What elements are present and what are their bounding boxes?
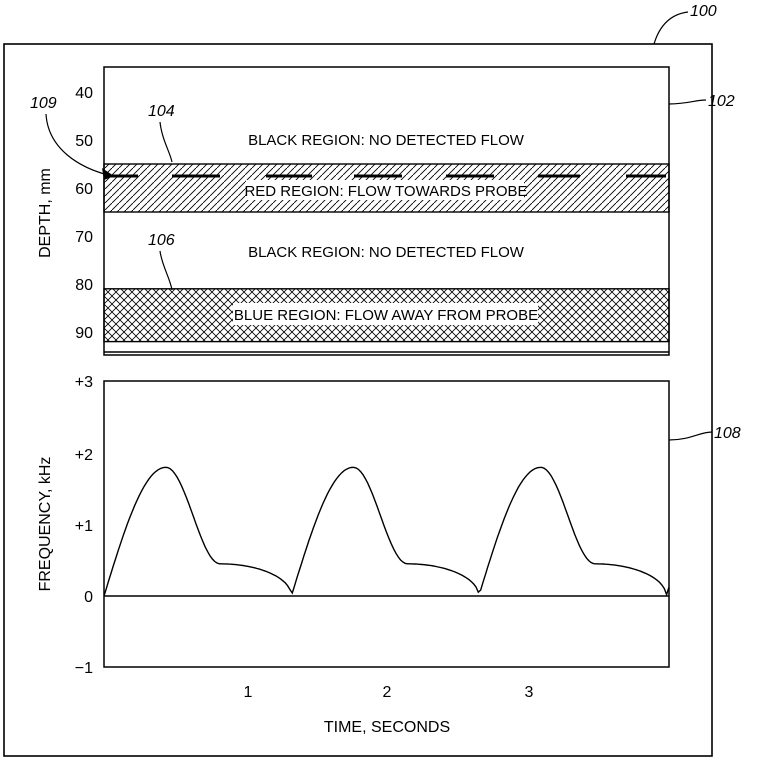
time-tick-2: 2 bbox=[383, 684, 392, 701]
depth-tick-80: 80 bbox=[75, 277, 93, 294]
region-label-black-middle: BLACK REGION: NO DETECTED FLOW bbox=[248, 244, 525, 261]
frequency-tick-plus3: +3 bbox=[75, 374, 93, 391]
ref-108-leader bbox=[669, 432, 712, 440]
depth-tick-60: 60 bbox=[75, 181, 93, 198]
doppler-waveform bbox=[104, 467, 669, 596]
time-tick-3: 3 bbox=[525, 684, 534, 701]
ref-106-leader bbox=[160, 251, 172, 290]
depth-panel: BLACK REGION: NO DETECTED FLOW RED REGIO… bbox=[30, 67, 735, 355]
figure-number-leader bbox=[654, 12, 688, 44]
frequency-tick-plus1: +1 bbox=[75, 518, 93, 535]
depth-tick-90: 90 bbox=[75, 325, 93, 342]
ref-106: 106 bbox=[148, 232, 175, 249]
depth-axis-label: DEPTH, mm bbox=[37, 168, 54, 258]
depth-tick-50: 50 bbox=[75, 133, 93, 150]
frequency-tick-minus1: −1 bbox=[75, 660, 93, 677]
time-tick-1: 1 bbox=[244, 684, 253, 701]
depth-tick-70: 70 bbox=[75, 229, 93, 246]
frequency-panel-frame bbox=[104, 381, 669, 667]
ref-104: 104 bbox=[148, 103, 175, 120]
ref-102: 102 bbox=[708, 93, 735, 110]
region-label-blue: BLUE REGION: FLOW AWAY FROM PROBE bbox=[234, 307, 538, 324]
ref-108: 108 bbox=[714, 425, 741, 442]
ref-102-leader bbox=[669, 100, 706, 104]
frequency-tick-plus2: +2 bbox=[75, 447, 93, 464]
depth-tick-40: 40 bbox=[75, 85, 93, 102]
frequency-panel: +3 +2 +1 0 −1 1 2 3 TIME, SECONDS FREQUE… bbox=[37, 374, 741, 736]
frequency-axis-label: FREQUENCY, kHz bbox=[37, 457, 54, 592]
region-label-red: RED REGION: FLOW TOWARDS PROBE bbox=[244, 183, 527, 200]
ref-109: 109 bbox=[30, 95, 57, 112]
figure-number: 100 bbox=[690, 3, 717, 20]
ref-104-leader bbox=[160, 122, 172, 162]
outer-frame bbox=[4, 44, 712, 756]
region-label-black-top: BLACK REGION: NO DETECTED FLOW bbox=[248, 132, 525, 149]
frequency-tick-0: 0 bbox=[84, 589, 93, 606]
time-axis-label: TIME, SECONDS bbox=[324, 719, 450, 736]
